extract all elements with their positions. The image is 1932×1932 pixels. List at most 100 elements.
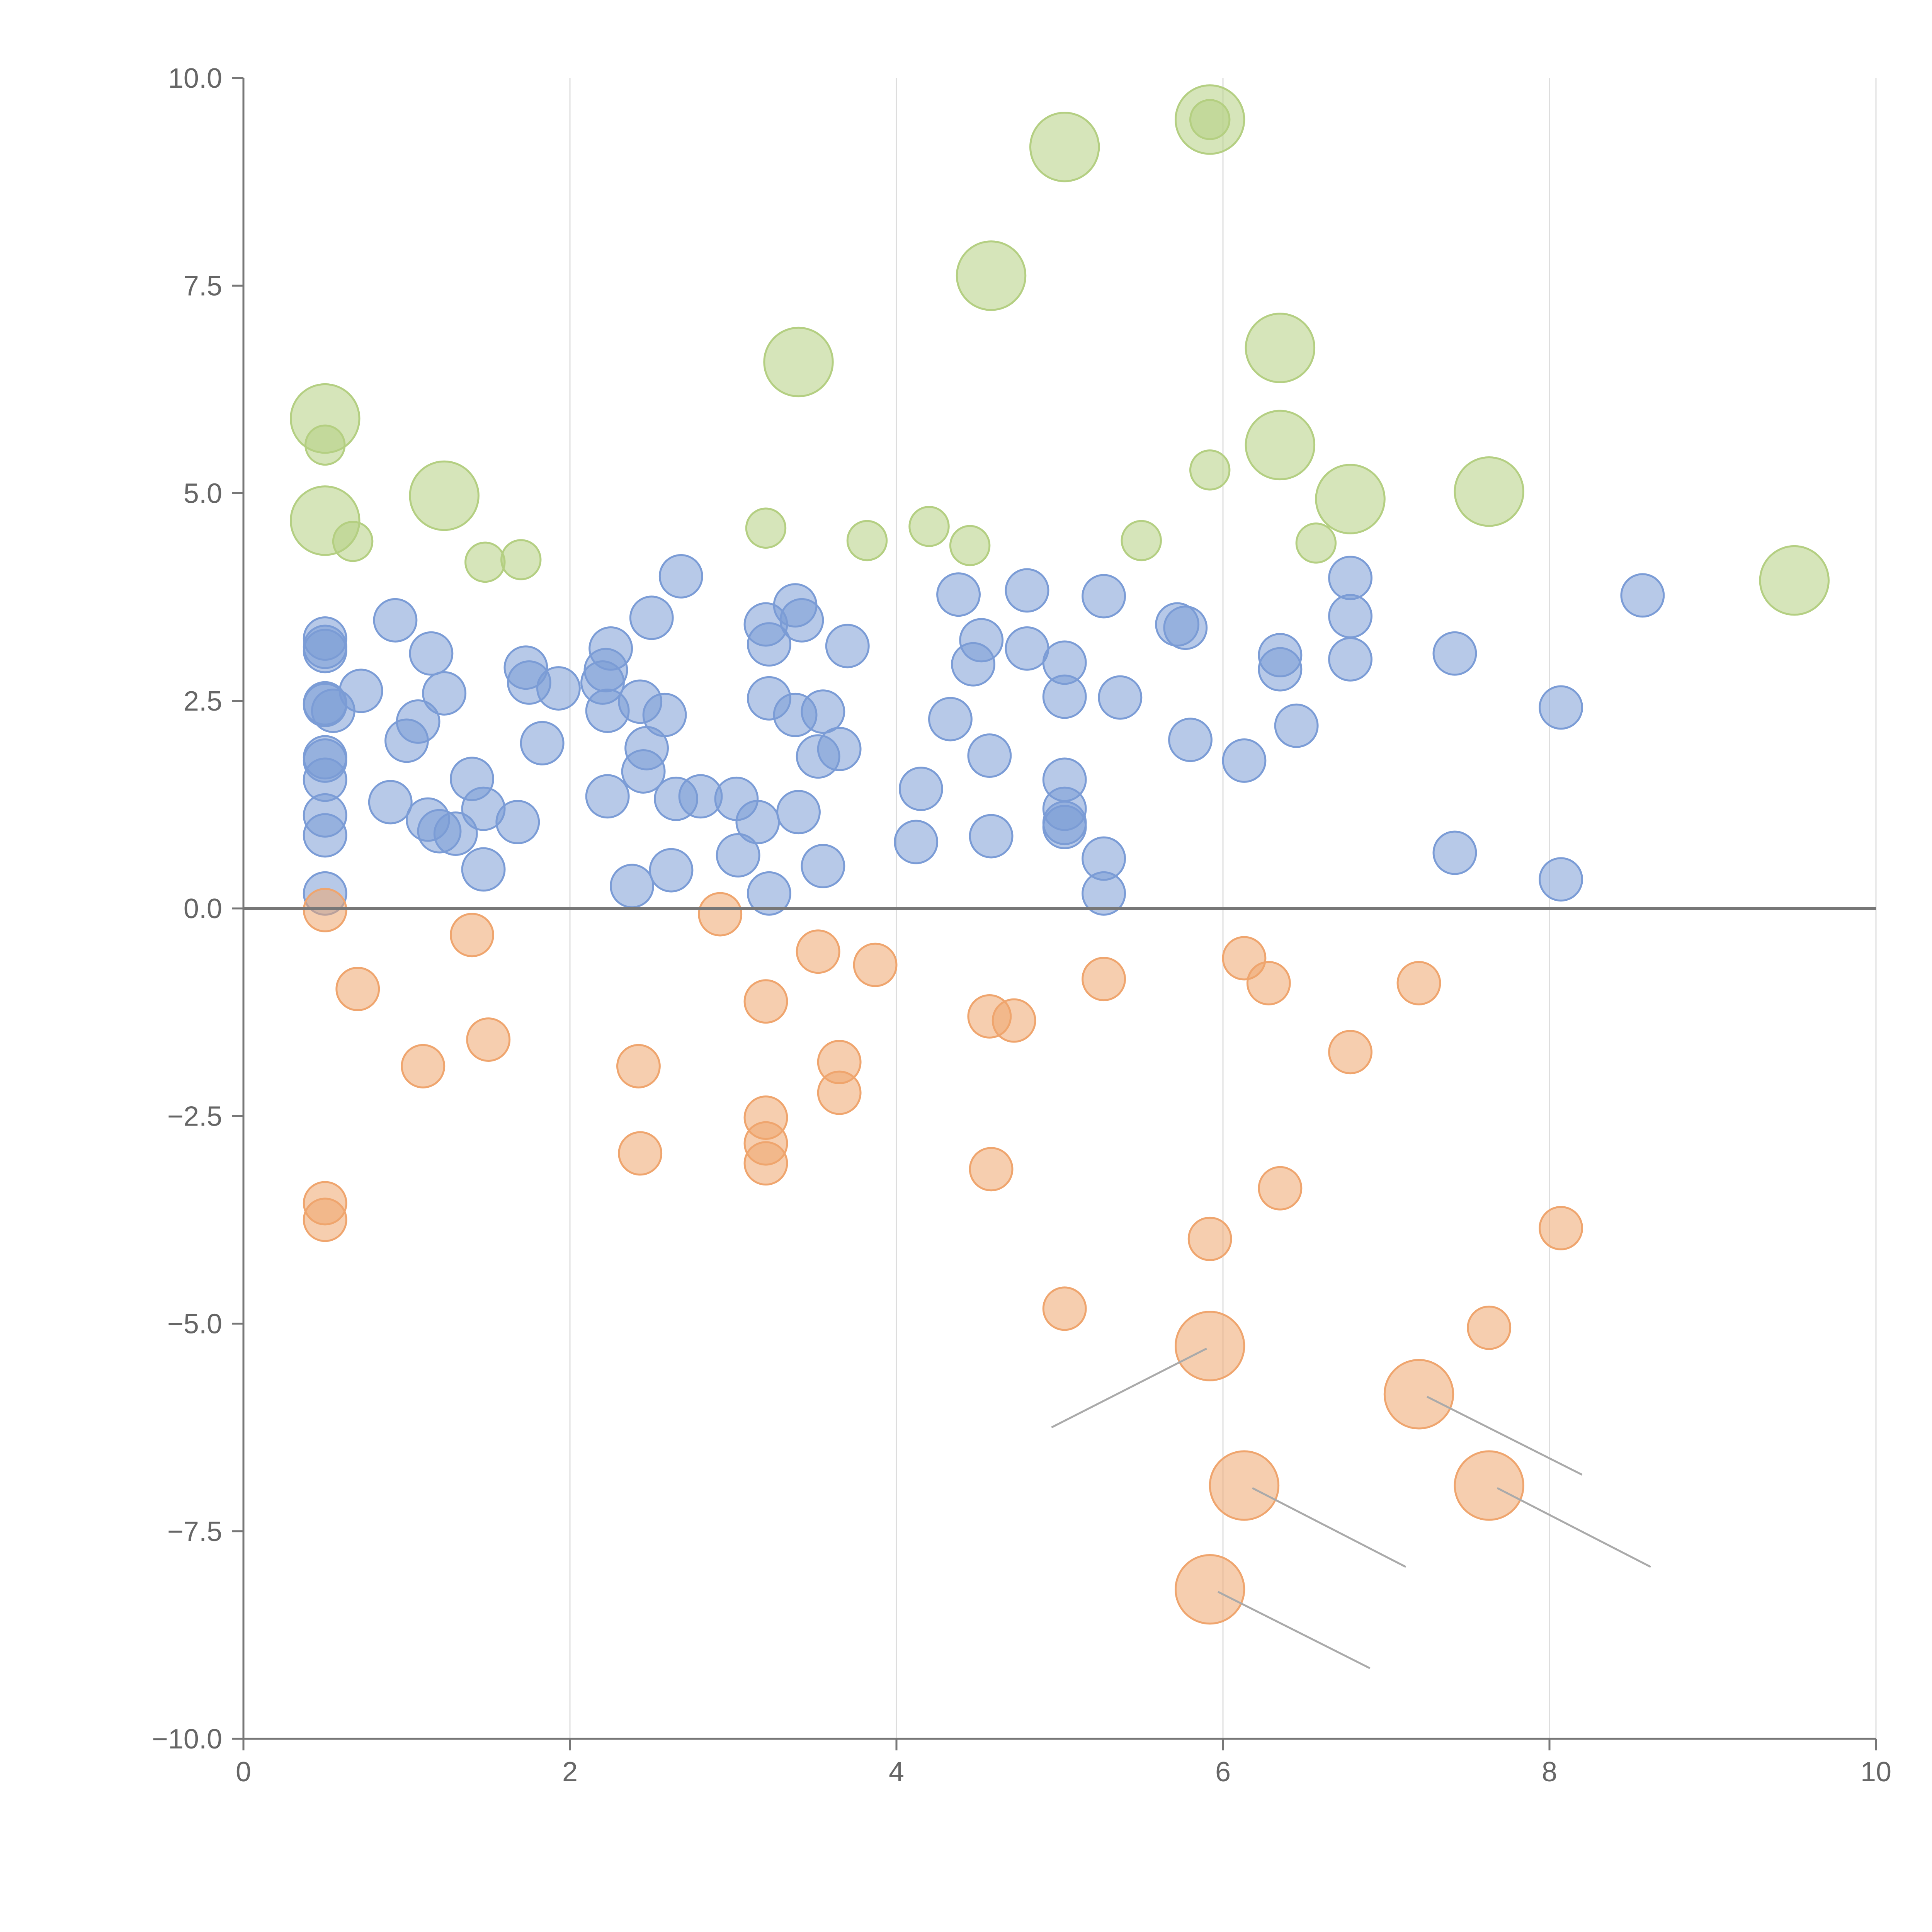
orange-point-32: [1383, 1359, 1454, 1430]
x-tick-label-4: 8: [1542, 1757, 1557, 1787]
y-tick-label-0: −10.0: [152, 1724, 222, 1755]
blue-point-83: [1168, 718, 1213, 762]
x-tick-label-0: 0: [236, 1757, 251, 1787]
blue-point-80: [1098, 675, 1143, 720]
orange-point-34: [1454, 1450, 1524, 1521]
orange-point-10: [743, 979, 788, 1024]
y-tick-label-8: 10.0: [168, 63, 222, 94]
blue-point-62: [898, 767, 943, 811]
y-tick-label-3: −2.5: [167, 1101, 222, 1132]
blue-point-93: [1539, 685, 1583, 730]
blue-point-79: [1082, 871, 1126, 916]
blue-point-40: [642, 692, 687, 737]
orange-point-9: [698, 892, 743, 937]
bubble-points: [290, 84, 1830, 1625]
blue-point-20: [433, 811, 478, 856]
blue-point-63: [928, 697, 973, 742]
orange-point-0: [303, 888, 347, 932]
blue-point-64: [936, 572, 981, 617]
blue-point-12: [338, 668, 383, 713]
orange-point-30: [1539, 1206, 1583, 1250]
orange-leader-line-35: [1218, 1591, 1371, 1669]
orange-point-26: [1258, 1166, 1303, 1211]
blue-point-46: [716, 833, 760, 878]
orange-point-1: [335, 967, 380, 1011]
blue-point-66: [959, 618, 1004, 663]
y-tick-label-2: −5.0: [167, 1309, 222, 1340]
blue-point-47: [735, 800, 780, 844]
orange-point-4: [466, 1017, 511, 1062]
orange-point-13: [743, 1141, 788, 1186]
y-tick-label-6: 5.0: [184, 478, 222, 509]
blue-point-59: [817, 726, 862, 771]
blue-point-51: [747, 871, 791, 916]
blue-point-10: [303, 813, 347, 858]
blue-point-29: [536, 666, 581, 711]
orange-point-31: [1174, 1311, 1245, 1381]
green-point-7: [949, 525, 991, 566]
blue-point-61: [894, 820, 939, 864]
blue-point-35: [610, 864, 654, 908]
blue-point-21: [422, 671, 467, 716]
orange-point-3: [450, 913, 494, 957]
x-tick-label-3: 6: [1215, 1757, 1231, 1787]
blue-point-92: [1432, 830, 1477, 875]
green-point-18: [1174, 84, 1245, 155]
green-point-3: [500, 539, 542, 580]
blue-point-28: [520, 721, 565, 765]
x-tick-label-2: 4: [889, 1757, 904, 1787]
orange-leader-line-31: [1051, 1347, 1207, 1429]
y-tick-label-5: 2.5: [184, 686, 222, 717]
blue-point-88: [1328, 556, 1372, 600]
green-point-11: [1295, 522, 1337, 564]
blue-point-16: [396, 699, 440, 744]
blue-point-17: [409, 631, 454, 676]
blue-point-91: [1432, 631, 1477, 676]
blue-point-60: [825, 624, 870, 668]
green-point-16: [956, 240, 1027, 311]
orange-point-16: [817, 1070, 862, 1115]
orange-leader-line-32: [1427, 1396, 1583, 1476]
blue-point-68: [969, 814, 1014, 859]
green-point-13: [290, 485, 361, 556]
blue-point-34: [585, 774, 630, 819]
orange-point-25: [1246, 961, 1291, 1005]
green-point-4: [745, 507, 787, 549]
blue-point-14: [368, 780, 413, 825]
orange-point-7: [616, 1044, 661, 1088]
green-point-22: [1454, 456, 1524, 527]
blue-point-76: [1042, 804, 1087, 849]
orange-point-21: [1042, 1286, 1087, 1331]
blue-point-70: [1005, 626, 1049, 671]
orange-point-19: [992, 998, 1036, 1043]
blue-point-2: [303, 624, 347, 669]
green-point-17: [1029, 112, 1100, 182]
blue-point-94: [1539, 857, 1583, 902]
blue-point-49: [747, 622, 791, 667]
green-point-20: [1245, 410, 1316, 481]
orange-point-33: [1209, 1450, 1280, 1521]
green-point-21: [1315, 464, 1386, 534]
blue-point-32: [588, 626, 633, 671]
blue-point-84: [1222, 738, 1267, 783]
x-tick-label-5: 10: [1861, 1757, 1891, 1787]
y-tick-label-1: −7.5: [167, 1516, 222, 1547]
blue-point-87: [1274, 703, 1319, 748]
y-tick-label-4: 0.0: [184, 893, 222, 924]
blue-point-43: [658, 554, 703, 599]
green-point-8: [1121, 520, 1162, 561]
blue-point-39: [629, 595, 674, 640]
green-point-2: [464, 541, 506, 583]
blue-point-89: [1328, 594, 1372, 638]
blue-point-57: [801, 689, 845, 734]
blue-point-82: [1163, 605, 1208, 650]
blue-point-24: [461, 847, 506, 892]
green-point-19: [1245, 313, 1316, 383]
x-tick-label-1: 2: [562, 1757, 578, 1787]
blue-point-69: [1005, 568, 1049, 613]
green-point-14: [409, 460, 480, 531]
orange-point-35: [1174, 1554, 1245, 1625]
orange-point-8: [618, 1131, 663, 1176]
green-point-12: [290, 383, 361, 454]
